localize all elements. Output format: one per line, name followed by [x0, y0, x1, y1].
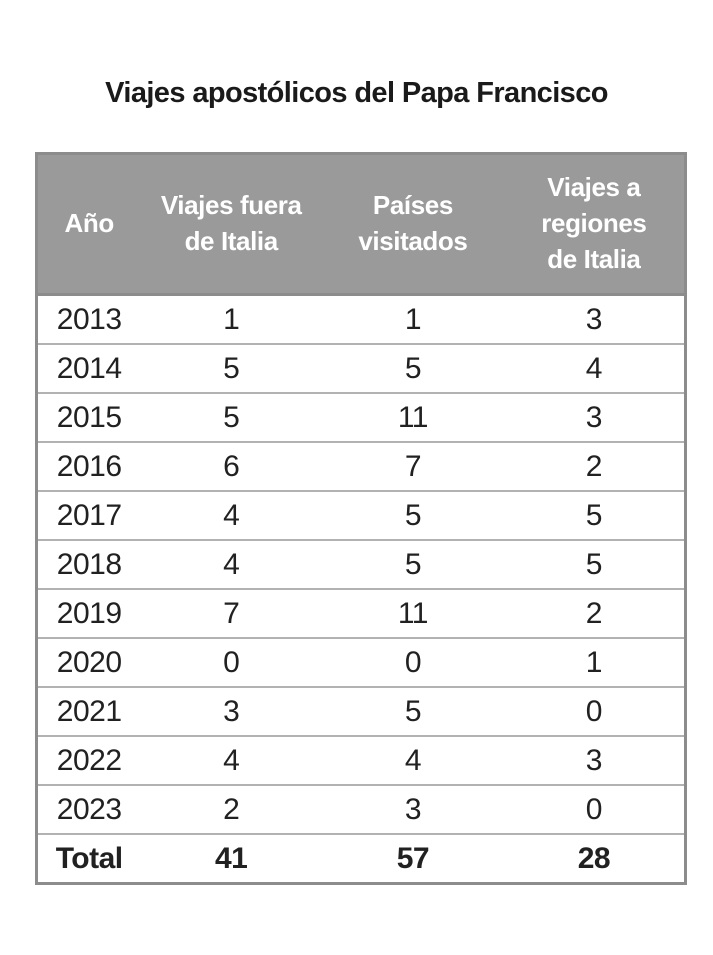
- table-row: 2022 4 4 3: [36, 735, 686, 785]
- page-title: Viajes apostólicos del Papa Francisco: [105, 77, 608, 110]
- table-header: Año Viajes fuera de Italia Países visita…: [36, 153, 686, 296]
- value-cell: 4: [140, 735, 323, 785]
- table-row: 2015 5 11 3: [36, 392, 686, 442]
- value-cell: 2: [140, 784, 323, 834]
- value-cell: 11: [322, 588, 504, 638]
- value-cell: 3: [503, 735, 686, 785]
- header-cell-viajes-fuera: Viajes fuera de Italia: [140, 153, 323, 296]
- value-cell: 11: [322, 392, 504, 442]
- value-cell: 2: [503, 441, 686, 491]
- value-cell: 0: [503, 686, 686, 736]
- value-cell: 4: [322, 735, 504, 785]
- value-cell: 4: [140, 539, 323, 589]
- total-value-cell: 57: [322, 833, 504, 884]
- year-cell: 2018: [36, 539, 141, 589]
- value-cell: 3: [503, 392, 686, 442]
- year-cell: 2014: [36, 343, 141, 393]
- value-cell: 5: [322, 343, 504, 393]
- value-cell: 4: [140, 490, 323, 540]
- value-cell: 5: [322, 490, 504, 540]
- table-row: 2019 7 11 2: [36, 588, 686, 638]
- value-cell: 7: [140, 588, 323, 638]
- year-cell: 2021: [36, 686, 141, 736]
- table-row: 2023 2 3 0: [36, 784, 686, 834]
- year-cell: 2016: [36, 441, 141, 491]
- table-row: 2020 0 0 1: [36, 637, 686, 687]
- header-cell-ano: Año: [36, 153, 141, 296]
- year-cell: 2020: [36, 637, 141, 687]
- table-row: 2017 4 5 5: [36, 490, 686, 540]
- value-cell: 5: [322, 539, 504, 589]
- table-row: 2016 6 7 2: [36, 441, 686, 491]
- trips-table: Año Viajes fuera de Italia Países visita…: [35, 152, 687, 885]
- value-cell: 7: [322, 441, 504, 491]
- table-body: 2013 1 1 3 2014 5 5 4 2015 5 11 3: [36, 295, 686, 884]
- value-cell: 1: [404, 302, 422, 336]
- table-row: 2021 3 5 0: [36, 686, 686, 736]
- header-cell-paises-visitados: Países visitados: [322, 153, 504, 296]
- value-cell: 0: [140, 637, 323, 687]
- header-row: Año Viajes fuera de Italia Países visita…: [36, 153, 686, 296]
- trips-table-container: Año Viajes fuera de Italia Países visita…: [35, 152, 687, 885]
- year-cell: 2019: [36, 588, 141, 638]
- value-cell: 0: [322, 637, 504, 687]
- value-cell: 5: [140, 343, 323, 393]
- value-cell: 3: [322, 784, 504, 834]
- total-label-cell: Total: [36, 833, 141, 884]
- value-cell: 3: [140, 686, 323, 736]
- table-row: 2013 1 1 3: [37, 295, 686, 345]
- value-cell: 3: [585, 302, 603, 336]
- year-cell: 2022: [36, 735, 141, 785]
- value-cell: 4: [503, 343, 686, 393]
- total-value-cell: 28: [503, 833, 686, 884]
- year-cell: 2013: [56, 302, 122, 336]
- table-row: 2014 5 5 4: [36, 343, 686, 393]
- value-cell: 5: [503, 539, 686, 589]
- total-value-cell: 41: [140, 833, 323, 884]
- value-cell: 0: [503, 784, 686, 834]
- table-row: 2018 4 5 5: [36, 539, 686, 589]
- value-cell: 1: [503, 637, 686, 687]
- value-cell: 5: [140, 392, 323, 442]
- value-cell: 6: [140, 441, 323, 491]
- value-cell: 1: [223, 302, 240, 336]
- year-cell: 2023: [36, 784, 141, 834]
- year-cell: 2015: [36, 392, 141, 442]
- value-cell: 5: [503, 490, 686, 540]
- year-cell: 2017: [36, 490, 141, 540]
- header-cell-viajes-regiones: Viajes a regiones de Italia: [503, 153, 686, 296]
- value-cell: 2: [503, 588, 686, 638]
- value-cell: 5: [322, 686, 504, 736]
- total-row: Total 41 57 28: [36, 833, 686, 884]
